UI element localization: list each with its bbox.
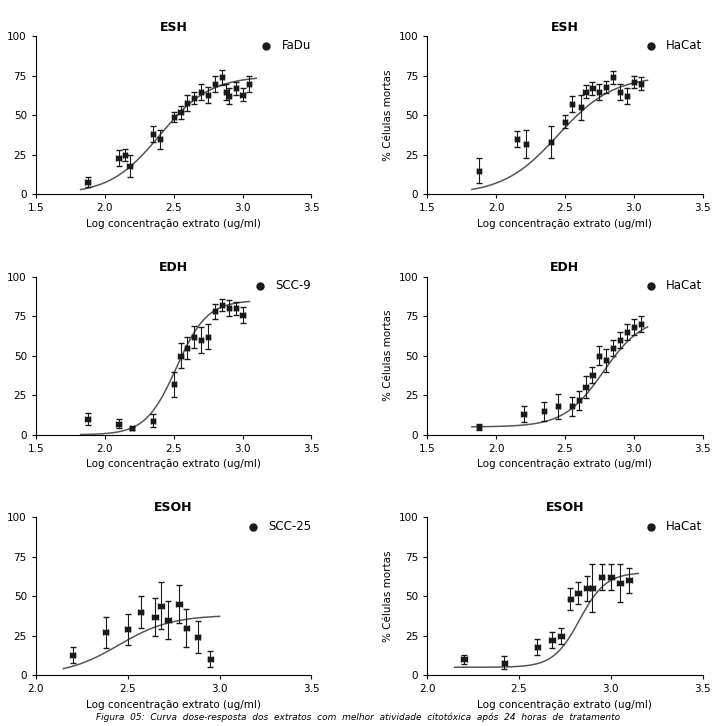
Title: EDH: EDH bbox=[551, 261, 579, 274]
X-axis label: Log concentração extrato (ug/ml): Log concentração extrato (ug/ml) bbox=[478, 460, 652, 470]
Text: Figura  05:  Curva  dose-resposta  dos  extratos  com  melhor  atividade  citotó: Figura 05: Curva dose-resposta dos extra… bbox=[97, 713, 620, 722]
Legend: HaCat: HaCat bbox=[639, 280, 702, 293]
Y-axis label: % Células mortas: % Células mortas bbox=[0, 70, 1, 161]
Y-axis label: % Células mortas: % Células mortas bbox=[383, 310, 393, 401]
Title: ESH: ESH bbox=[160, 21, 188, 33]
X-axis label: Log concentração extrato (ug/ml): Log concentração extrato (ug/ml) bbox=[86, 700, 261, 710]
Title: ESOH: ESOH bbox=[154, 502, 193, 515]
Title: ESOH: ESOH bbox=[546, 502, 584, 515]
Y-axis label: % Células mortas: % Células mortas bbox=[0, 310, 1, 401]
X-axis label: Log concentração extrato (ug/ml): Log concentração extrato (ug/ml) bbox=[86, 219, 261, 229]
Y-axis label: % Células mortas: % Células mortas bbox=[383, 550, 393, 642]
Legend: FaDu: FaDu bbox=[255, 39, 311, 52]
Legend: HaCat: HaCat bbox=[639, 520, 702, 533]
Legend: SCC-25: SCC-25 bbox=[241, 520, 311, 533]
Y-axis label: % Células mortas: % Células mortas bbox=[383, 70, 393, 161]
X-axis label: Log concentração extrato (ug/ml): Log concentração extrato (ug/ml) bbox=[86, 460, 261, 470]
Title: EDH: EDH bbox=[159, 261, 188, 274]
Title: ESH: ESH bbox=[551, 21, 579, 33]
Legend: SCC-9: SCC-9 bbox=[248, 280, 311, 293]
X-axis label: Log concentração extrato (ug/ml): Log concentração extrato (ug/ml) bbox=[478, 700, 652, 710]
X-axis label: Log concentração extrato (ug/ml): Log concentração extrato (ug/ml) bbox=[478, 219, 652, 229]
Y-axis label: % Células mortas: % Células mortas bbox=[0, 550, 1, 642]
Legend: HaCat: HaCat bbox=[639, 39, 702, 52]
